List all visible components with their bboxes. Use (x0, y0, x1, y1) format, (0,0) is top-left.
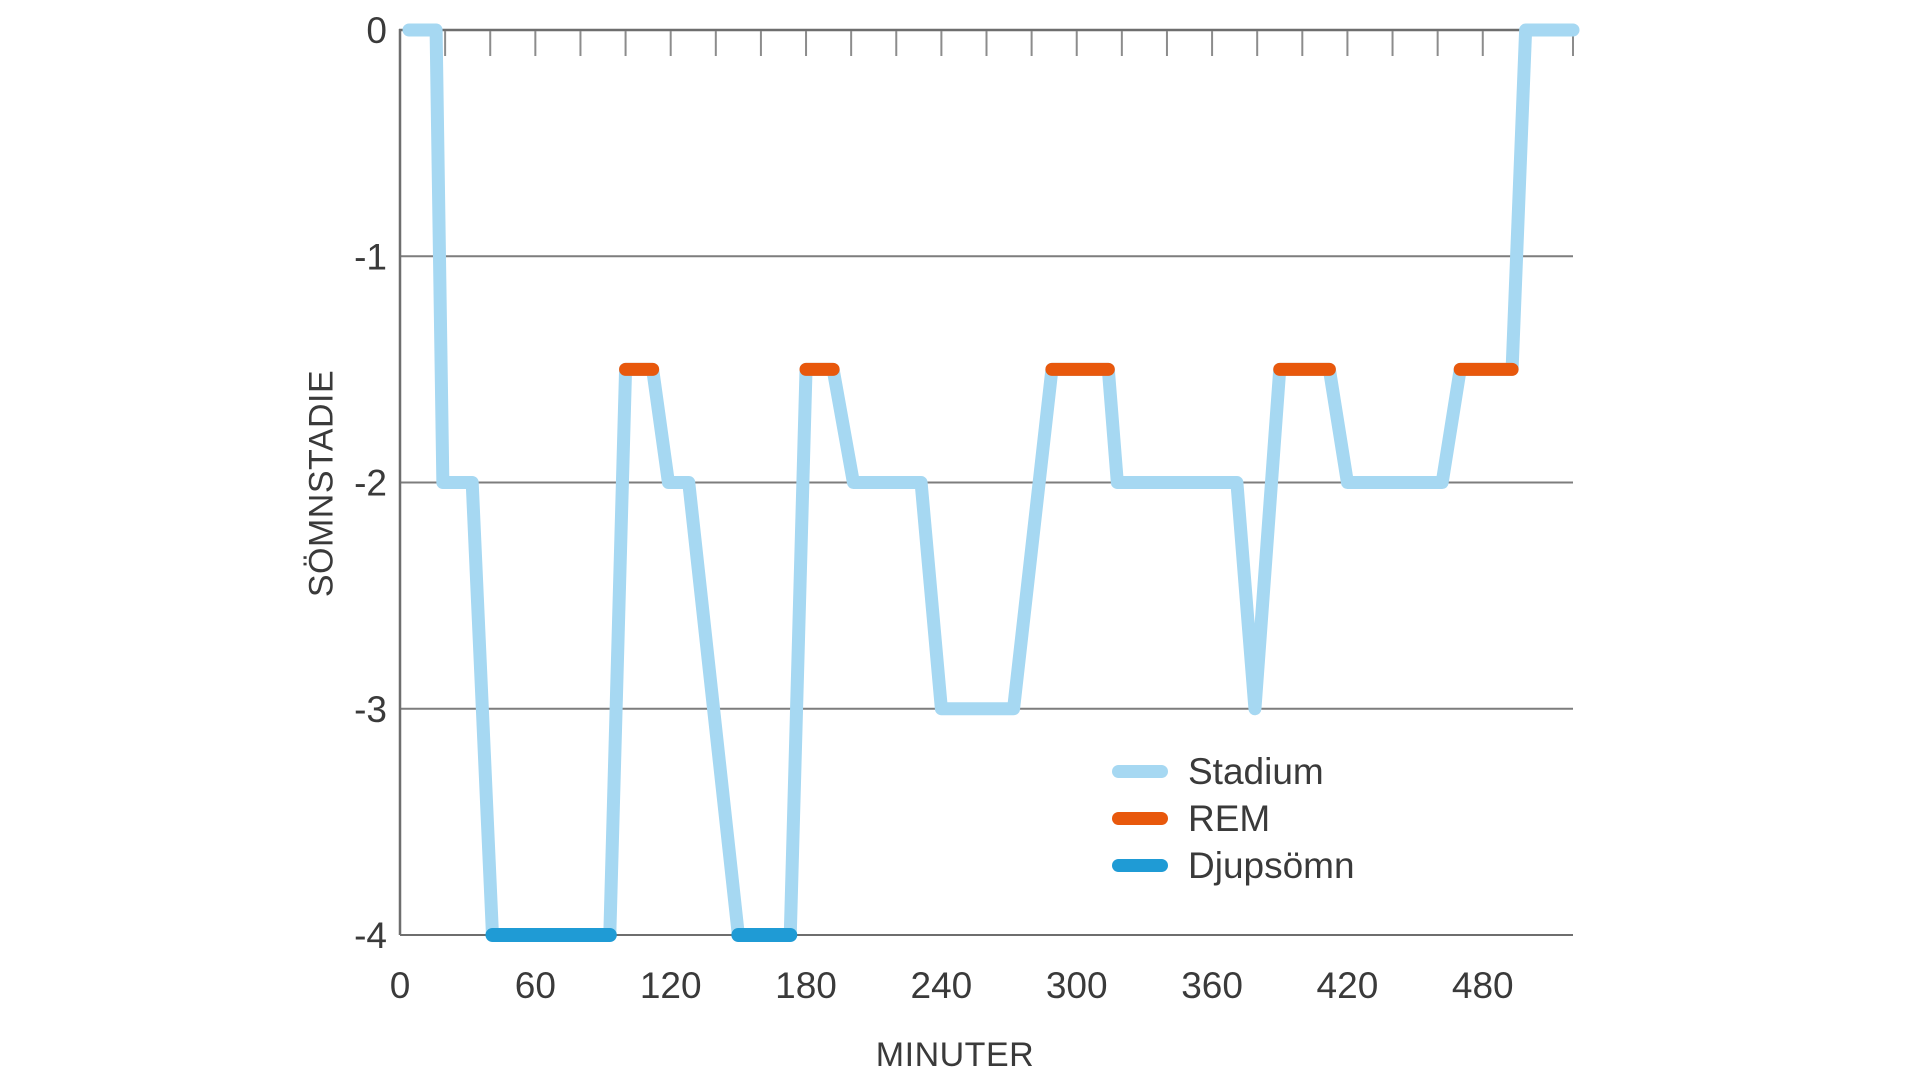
rem-line-swatch (1112, 812, 1168, 825)
legend-item-stadium: Stadium (1112, 748, 1355, 795)
x-tick-label: 0 (390, 965, 411, 1006)
legend-label-djupsomn: Djupsömn (1188, 844, 1355, 886)
x-tick-label: 360 (1181, 965, 1243, 1006)
legend-label-rem: REM (1188, 797, 1271, 839)
legend-item-rem: REM (1112, 795, 1355, 842)
y-axis-title: SÖMNSTADIE (302, 369, 341, 598)
y-tick-label: -3 (354, 689, 387, 730)
x-tick-label: 60 (515, 965, 556, 1006)
y-tick-label: 0 (366, 10, 387, 51)
x-tick-label: 300 (1046, 965, 1108, 1006)
legend-item-djupsomn: Djupsömn (1112, 842, 1355, 889)
x-tick-label: 120 (640, 965, 702, 1006)
legend-label-stadium: Stadium (1188, 750, 1324, 792)
x-tick-label: 420 (1317, 965, 1379, 1006)
deep-sleep-line-swatch (1112, 859, 1168, 872)
stadium-line-swatch (1112, 765, 1168, 778)
x-tick-label: 480 (1452, 965, 1514, 1006)
y-tick-label: -2 (354, 463, 387, 504)
legend: Stadium REM Djupsömn (1112, 748, 1355, 889)
x-tick-label: 180 (775, 965, 837, 1006)
y-tick-label: -1 (354, 236, 387, 277)
x-tick-label: 240 (911, 965, 973, 1006)
x-axis-title: MINUTER (875, 1036, 1035, 1074)
y-tick-label: -4 (354, 915, 387, 956)
